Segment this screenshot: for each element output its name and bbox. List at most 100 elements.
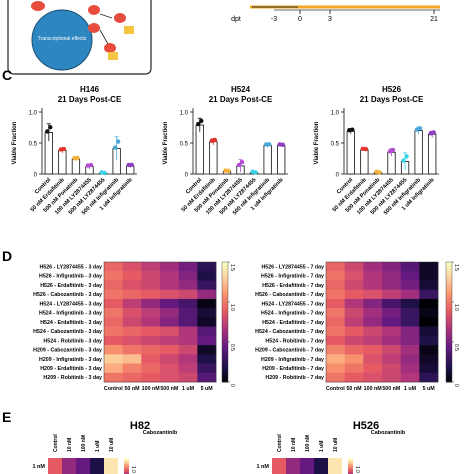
arrow-icon bbox=[99, 29, 109, 45]
heatmap-cell bbox=[400, 317, 420, 327]
heatmap-cell bbox=[326, 326, 345, 337]
colorbar-segment bbox=[348, 464, 353, 467]
heatmap-cell bbox=[122, 363, 142, 374]
colorbar-segment bbox=[446, 322, 452, 326]
panel-label-d: D bbox=[2, 248, 12, 264]
kinase-icon bbox=[88, 5, 100, 15]
heatmap-cell bbox=[382, 317, 401, 327]
panel-e-drug-label: Cabozantinib bbox=[371, 430, 406, 436]
heatmap-col-label: Control bbox=[326, 386, 345, 392]
data-point bbox=[417, 126, 423, 131]
heatmap-cell bbox=[178, 326, 198, 337]
heatmap-col-label: 50 nM bbox=[346, 386, 362, 392]
heatmap-cell bbox=[382, 335, 401, 346]
heatmap-cell bbox=[419, 354, 439, 364]
heatmap-cell bbox=[344, 326, 364, 337]
timeline-label: dpt bbox=[231, 16, 241, 23]
heatmap-row-label: H524 - Infigratinib - 3 day bbox=[39, 311, 102, 317]
y-axis-label: Viable Fraction bbox=[314, 121, 320, 164]
kinase-icon bbox=[114, 13, 126, 23]
heatmap-cell bbox=[419, 326, 439, 337]
heatmap-cell bbox=[122, 345, 142, 355]
data-point bbox=[431, 130, 436, 135]
panel-e-col-label: 10 nM bbox=[67, 438, 73, 452]
heatmap-cell bbox=[104, 335, 123, 346]
y-tick-label: 0.5 bbox=[180, 142, 189, 148]
heatmap-cell bbox=[197, 363, 217, 374]
heatmap-cell bbox=[197, 298, 217, 309]
heatmap-col-label: 5 uM bbox=[423, 386, 436, 392]
heatmap-cell bbox=[160, 262, 179, 272]
heatmap-row-label: H209 - Robitinib - 3 day bbox=[43, 375, 102, 381]
heatmap-cell bbox=[122, 298, 142, 309]
bar bbox=[346, 130, 355, 175]
data-point bbox=[239, 160, 245, 165]
heatmap-cell bbox=[122, 262, 142, 272]
heatmap-cell bbox=[104, 345, 123, 355]
heatmap-cell bbox=[141, 335, 161, 346]
heatmap-cell bbox=[178, 345, 198, 355]
heatmap-cell bbox=[419, 298, 439, 309]
colorbar-segment bbox=[222, 301, 228, 305]
heatmap-col-label: 5 uM bbox=[201, 386, 214, 392]
heatmap-1: H526 - LY2874455 - 3 day H526 - Infigrati… bbox=[33, 261, 235, 392]
colorbar-segment bbox=[348, 458, 353, 461]
heatmap-cell bbox=[419, 335, 439, 346]
colorbar-tick-label: 0.5 bbox=[229, 344, 235, 351]
panel-e-drug-label: Cabozantinib bbox=[143, 430, 178, 436]
heatmap-cell bbox=[344, 262, 364, 272]
heatmap-row-label: H524 - Erdafitinib - 3 day bbox=[40, 320, 102, 326]
heatmap-cell bbox=[363, 289, 383, 300]
data-point bbox=[266, 142, 272, 147]
heatmap-cell bbox=[328, 458, 342, 474]
heatmap-cell bbox=[382, 326, 401, 337]
nucleus-shape bbox=[31, 9, 93, 71]
heatmap-cell bbox=[326, 280, 345, 290]
colorbar-segment bbox=[222, 373, 228, 377]
heatmap-row-label: H524 - Cabozantinib - 3 day bbox=[33, 329, 102, 335]
heatmap-cell bbox=[104, 308, 123, 318]
heatmap-cell bbox=[419, 262, 439, 272]
heatmap-cell bbox=[382, 345, 401, 355]
heatmap-cell bbox=[326, 308, 345, 318]
heatmap-row-label: H209 - Infigratinib - 3 day bbox=[39, 357, 102, 363]
heatmap-cell bbox=[400, 271, 420, 281]
heatmap-cell bbox=[104, 326, 123, 337]
heatmap-cell bbox=[363, 363, 383, 374]
heatmap-cell bbox=[382, 271, 401, 281]
data-point bbox=[88, 162, 94, 168]
heatmap-cell bbox=[178, 262, 198, 272]
colorbar-tick-label: 0 bbox=[453, 384, 459, 387]
colorbar-segment bbox=[446, 274, 452, 278]
heatmap-col-label: 1 uM bbox=[404, 386, 417, 392]
heatmap-cell bbox=[382, 262, 401, 272]
panel-e-col-label: 100 nM bbox=[305, 435, 311, 452]
heatmap-2: H526 - LY2874455 - 7 day H526 - Infigrati… bbox=[255, 261, 459, 392]
heatmap-cell bbox=[400, 335, 420, 346]
heatmap-row-label: H526 - Cabozantinib - 3 day bbox=[33, 292, 102, 298]
heatmap-row-label: H524 - LY2874455 - 7 day bbox=[261, 301, 324, 307]
heatmap-cell bbox=[363, 280, 383, 290]
heatmap-cell bbox=[419, 271, 439, 281]
heatmap-cell bbox=[197, 335, 217, 346]
panel-e-col-label: Control bbox=[277, 434, 283, 452]
colorbar-segment bbox=[124, 470, 129, 473]
heatmap-cell bbox=[344, 345, 364, 355]
heatmap-cell bbox=[160, 298, 179, 309]
colorbar-tick-label: 1.5 bbox=[229, 264, 235, 271]
heatmap-cell bbox=[326, 317, 345, 327]
colorbar-segment bbox=[446, 319, 452, 323]
heatmap-cell bbox=[400, 326, 420, 337]
heatmap-cell bbox=[48, 458, 62, 474]
panel-e-col-label: 10 nM bbox=[291, 438, 297, 452]
y-axis-label: Viable Fraction bbox=[12, 121, 18, 164]
drug-icon bbox=[124, 26, 134, 34]
heatmap-cell bbox=[419, 363, 439, 374]
bar bbox=[414, 130, 423, 175]
colorbar-segment bbox=[124, 472, 129, 474]
colorbar-segment bbox=[446, 334, 452, 338]
heatmap-cell bbox=[178, 363, 198, 374]
heatmap-cell bbox=[104, 372, 123, 383]
colorbar-segment bbox=[222, 277, 228, 281]
heatmap-cell bbox=[160, 354, 179, 364]
